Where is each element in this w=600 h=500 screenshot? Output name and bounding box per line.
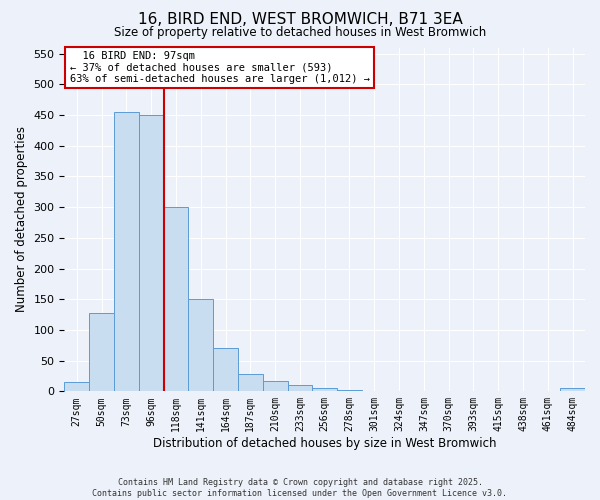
Bar [139, 115, 164, 392]
Text: Contains HM Land Registry data © Crown copyright and database right 2025.
Contai: Contains HM Land Registry data © Crown c… [92, 478, 508, 498]
Y-axis label: Number of detached properties: Number of detached properties [15, 126, 28, 312]
Bar [238, 374, 263, 392]
Bar [560, 388, 585, 392]
Bar [337, 390, 362, 392]
Bar [287, 385, 313, 392]
Bar [213, 348, 238, 392]
Bar [188, 299, 213, 392]
Text: Size of property relative to detached houses in West Bromwich: Size of property relative to detached ho… [114, 26, 486, 39]
Text: 16 BIRD END: 97sqm
← 37% of detached houses are smaller (593)
63% of semi-detach: 16 BIRD END: 97sqm ← 37% of detached hou… [70, 51, 370, 84]
Bar [313, 388, 337, 392]
Bar [89, 312, 114, 392]
Bar [263, 381, 287, 392]
Bar [64, 382, 89, 392]
X-axis label: Distribution of detached houses by size in West Bromwich: Distribution of detached houses by size … [153, 437, 496, 450]
Bar [164, 207, 188, 392]
Bar [114, 112, 139, 392]
Text: 16, BIRD END, WEST BROMWICH, B71 3EA: 16, BIRD END, WEST BROMWICH, B71 3EA [137, 12, 463, 28]
Bar [362, 390, 386, 392]
